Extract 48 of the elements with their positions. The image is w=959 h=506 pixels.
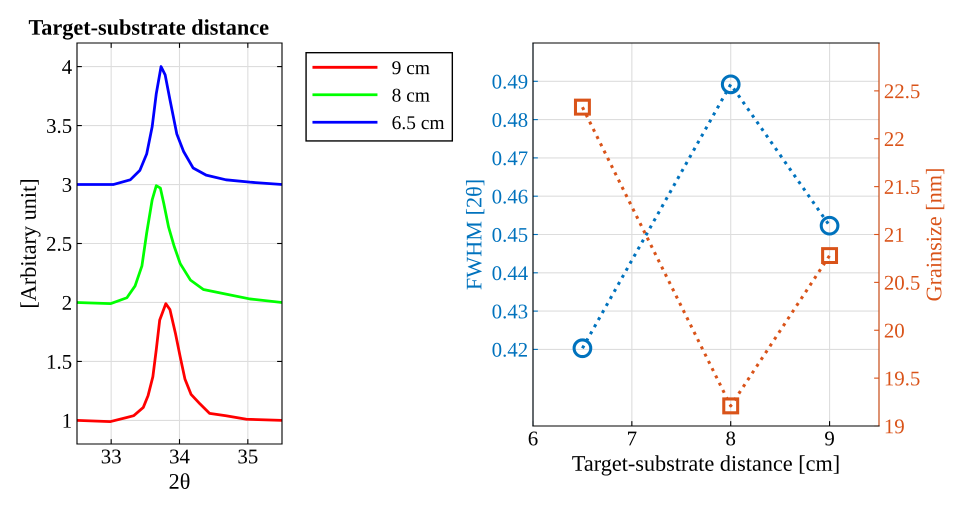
x-tick-label: 9 bbox=[825, 432, 834, 446]
x-tick-label: 35 bbox=[238, 450, 258, 464]
point bbox=[722, 397, 740, 414]
line-series bbox=[77, 302, 282, 423]
point bbox=[820, 216, 840, 236]
y-axis-title: FWHM [2θ] bbox=[466, 180, 484, 290]
y-tick-label: 2.5 bbox=[47, 236, 72, 252]
y-tick-label: 1 bbox=[64, 414, 71, 428]
line-series bbox=[77, 184, 282, 306]
y2-axis-title: Grainsize [nm] bbox=[926, 169, 944, 301]
y2-tick-label: 20 bbox=[884, 324, 904, 338]
x-axis-title: Target-substrate distance [cm] bbox=[572, 455, 838, 476]
y-tick-label: 2 bbox=[62, 296, 71, 310]
line-series bbox=[77, 65, 282, 186]
legend-label: 6.5 cm bbox=[392, 116, 444, 130]
y2-tick-label: 22 bbox=[884, 132, 904, 146]
y-tick-label: 0.48 bbox=[492, 112, 528, 128]
y-tick-label: 3.5 bbox=[47, 118, 72, 134]
point bbox=[574, 98, 591, 116]
y2-tick-label: 21 bbox=[884, 228, 904, 242]
x-tick-label: 8 bbox=[726, 431, 736, 446]
point bbox=[572, 338, 592, 358]
y-tick-label: 4 bbox=[62, 60, 72, 74]
y-tick-label: 0.45 bbox=[492, 228, 528, 242]
y-tick-label: 0.49 bbox=[492, 74, 528, 89]
x-tick-label: 6 bbox=[528, 432, 538, 446]
y-tick-label: 0.43 bbox=[492, 304, 528, 319]
x-tick-label: 7 bbox=[628, 432, 636, 446]
y-tick-label: 0.44 bbox=[492, 266, 528, 280]
x-tick-label: 34 bbox=[170, 450, 190, 464]
x-tick-label: 33 bbox=[102, 450, 121, 464]
point bbox=[720, 74, 741, 94]
x-axis-title: 2θ bbox=[170, 473, 190, 489]
y-tick-label: 3 bbox=[62, 178, 72, 192]
legend-label: 8 cm bbox=[392, 88, 430, 102]
y-tick-label: 0.47 bbox=[492, 151, 528, 166]
chart-title: Target-substrate distance bbox=[28, 19, 268, 40]
y2-tick-label: 22.5 bbox=[884, 84, 920, 98]
y2-tick-label: 21.5 bbox=[884, 180, 920, 194]
y-tick-label: 1.5 bbox=[48, 354, 72, 369]
y2-tick-label: 19.5 bbox=[886, 372, 920, 386]
y-tick-label: 0.42 bbox=[492, 342, 527, 357]
y-axis-title: [Arbitary unit] bbox=[20, 180, 41, 307]
point bbox=[821, 247, 838, 264]
y2-tick-label: 19 bbox=[886, 419, 904, 434]
y2-tick-label: 20.5 bbox=[884, 276, 920, 290]
y-tick-label: 0.46 bbox=[492, 190, 528, 204]
legend-label: 9 cm bbox=[392, 61, 430, 74]
